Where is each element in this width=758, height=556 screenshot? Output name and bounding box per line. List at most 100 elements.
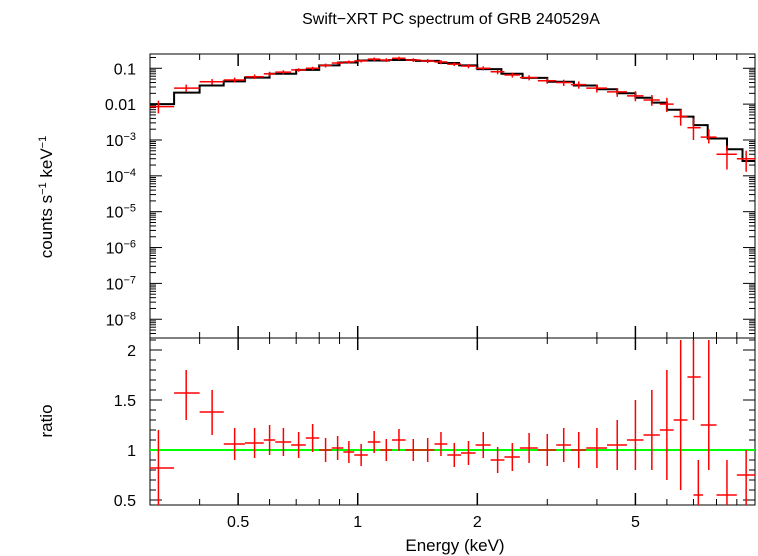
ratio-data-point [519,433,538,463]
spectrum-data-point [244,74,264,80]
ratio-data-point [570,432,587,468]
spectrum-data-point [659,97,674,113]
y-tick-label: 10−8 [106,310,136,329]
ratio-data-point [626,400,644,470]
ratio-data-point [291,432,306,458]
ratio-data-point [420,438,435,462]
y-tick-label: 0.5 [114,493,136,510]
spectrum-data-point [475,66,491,71]
spectrum-data-point [447,62,462,67]
spectrum-data-point [687,118,701,140]
ratio-data-point [263,425,276,455]
ratio-frame [149,337,756,506]
spectrum-data-point [519,75,538,81]
spectrum-data-point [305,66,320,70]
ratio-data-point [700,340,717,470]
spectrum-data-point [319,63,332,68]
y-tick-label: 10−7 [106,274,136,293]
spectrum-data-point [504,72,520,78]
ratio-data-point [150,430,175,505]
spectrum-data-point [461,64,476,69]
spectrum-data-point [331,61,344,65]
ratio-data-point [367,431,381,453]
y-tick-label: 2 [127,343,136,360]
ratio-data-point [461,441,476,465]
spectrum-data-point [570,81,587,89]
y-tick-label: 1 [127,443,136,460]
ratio-data-point [354,444,368,466]
ratio-data-point [343,441,355,463]
spectrum-panel: 0.1 0.01 10−3 10−4 10−5 10−6 10−7 10−8 [105,53,756,339]
spectrum-data-point [263,71,276,77]
spectrum-data-point [490,69,505,75]
ratio-data-point [556,428,571,462]
x-tick-label: 5 [631,514,640,531]
spectrum-data-point [174,84,200,92]
spectrum-data-point [354,59,368,63]
spectrum-data-point [700,129,717,144]
spectrum-data-point [606,88,627,97]
ratio-data-point [490,447,505,473]
ratio-data-point [380,439,393,461]
spectrum-data-point [199,79,224,85]
x-tick-label: 0.5 [227,514,249,531]
spectrum-data-point [380,58,393,62]
ratio-data-point [447,443,462,467]
ratio-data-point [275,428,292,456]
ratio-data-point [319,438,332,462]
ratio-data-point [537,434,557,466]
spectrum-data-point [420,59,435,64]
ratio-data-point [199,390,224,435]
spectrum-data-point [434,60,448,65]
y-tick-label: 10−6 [106,239,136,258]
spectrum-data-point [716,145,737,170]
ratio-data-point [475,432,491,458]
spectrum-data-point [343,60,355,64]
ratio-panel: 0.5 1 2 5 0.5 1 1.5 2 [114,326,756,531]
spectrum-data-point [275,70,292,75]
ratio-data-point [736,450,755,505]
ratio-data-point [693,460,704,505]
y-tick-label: 0.01 [105,97,136,114]
ratio-data-point [223,428,245,460]
ratio-data-point [673,340,688,490]
ratio-data-point [659,370,674,480]
ratio-data-point [174,370,200,420]
ratio-ylabel: ratio [37,404,56,437]
x-tick-label: 1 [353,514,362,531]
y-tick-label: 10−4 [106,167,136,186]
spectrum-data-point [626,91,644,102]
spectrum-data-point [291,68,306,72]
model-line [150,59,755,162]
spectrum-data-point [673,109,688,126]
ratio-data-point [305,424,320,452]
y-tick-label: 10−5 [106,203,136,222]
ratio-data-point [392,429,406,451]
spectrum-data-point [586,84,607,93]
chart-title: Swift−XRT PC spectrum of GRB 240529A [302,11,600,28]
ratio-data-point [586,428,607,468]
x-tick-label: 2 [473,514,482,531]
spectrum-data-point [223,77,245,83]
ratio-data-point [331,436,344,460]
ratio-data-point [687,340,701,420]
spectrum-data-point [392,56,406,61]
ratio-data-point [405,439,421,461]
y-tick-label: 1.5 [114,393,136,410]
spectrum-frame [149,53,756,339]
spectrum-data-point [643,94,660,106]
ratio-data-point [643,390,660,470]
spectrum-data-point [556,79,571,87]
spectrum-data-point [367,57,381,61]
spectrum-data-point [405,58,421,62]
spectrum-data-point [736,150,755,172]
ratio-data-point [504,443,520,471]
spectrum-ylabel: counts s−1 keV−1 [37,136,56,258]
ratio-data-point [244,428,264,458]
y-tick-label: 0.1 [114,61,136,78]
y-tick-label: 10−3 [106,131,136,150]
ratio-data-point [716,460,737,505]
ratio-data-point [434,432,448,456]
x-axis-label: Energy (keV) [405,536,504,555]
